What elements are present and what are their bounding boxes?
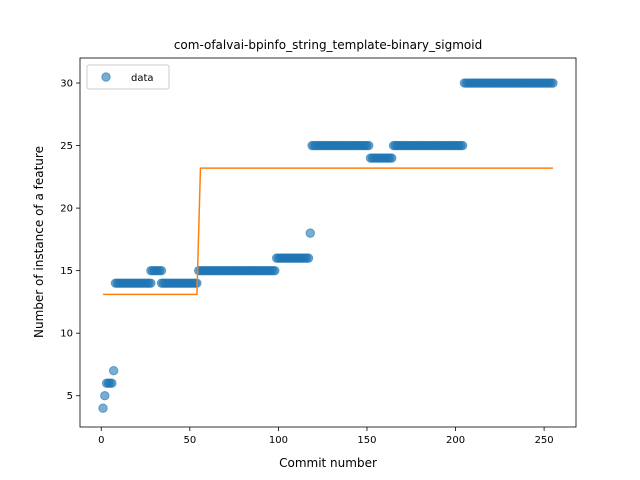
y-tick-label: 25	[60, 141, 73, 152]
y-tick-label: 20	[60, 204, 73, 215]
data-point	[146, 278, 156, 288]
data-point	[305, 228, 315, 238]
x-tick-label: 150	[357, 435, 376, 446]
y-tick-label: 5	[67, 391, 73, 402]
x-tick-label: 50	[183, 435, 196, 446]
y-tick-label: 10	[60, 329, 73, 340]
y-axis-ticks: 5 10 15 20 25 30	[60, 79, 80, 402]
data-point	[156, 265, 167, 276]
x-axis-ticks: 0 50 100 150 200 250	[98, 427, 554, 446]
x-tick-label: 250	[535, 435, 554, 446]
data-point	[107, 378, 117, 388]
data-point	[387, 153, 397, 163]
x-tick-label: 100	[269, 435, 288, 446]
plot-content	[98, 78, 558, 413]
legend: data	[86, 64, 170, 90]
x-tick-label: 200	[446, 435, 465, 446]
data-point	[270, 265, 280, 276]
y-axis-label: Number of instance of a feature	[32, 146, 46, 338]
data-point	[98, 403, 108, 413]
data-point	[457, 140, 468, 151]
legend-marker-data	[101, 72, 111, 82]
data-point	[303, 253, 314, 263]
x-tick-label: 0	[98, 435, 104, 446]
y-tick-label: 15	[60, 266, 73, 277]
data-point	[108, 366, 119, 376]
x-axis-label: Commit number	[279, 456, 377, 470]
data-point	[548, 78, 558, 88]
legend-box	[86, 64, 170, 90]
chart-title: com-ofalvai-bpinfo_string_template-binar…	[174, 38, 482, 52]
plot-frame	[79, 57, 577, 428]
fit-line	[103, 167, 553, 296]
data-point	[100, 391, 110, 401]
y-tick-label: 30	[60, 79, 73, 90]
data-point	[364, 140, 374, 151]
legend-label-data: data	[131, 73, 154, 84]
